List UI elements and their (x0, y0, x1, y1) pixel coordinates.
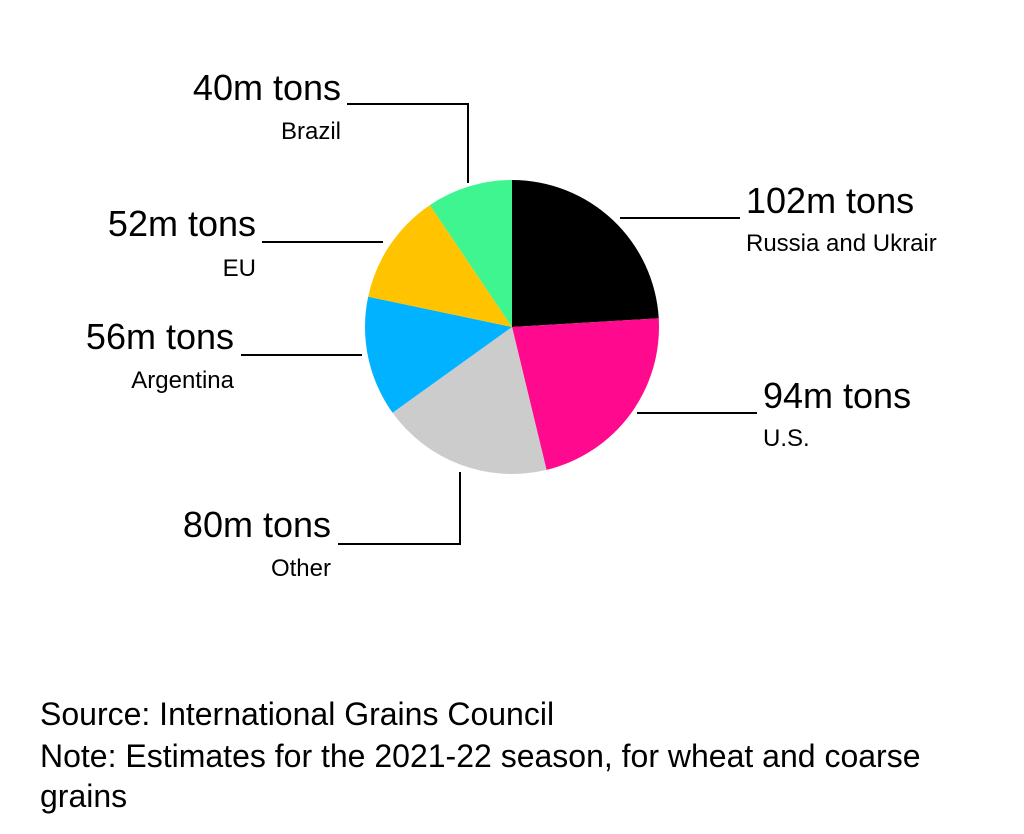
category-label-u-s-: U.S. (763, 425, 810, 452)
pie-slice-brazil (429, 180, 512, 327)
category-label-brazil: Brazil (281, 118, 341, 145)
value-label-u-s-: 94m tons (763, 375, 911, 416)
category-label-argentina: Argentina (131, 367, 234, 394)
pie-slice-russia-and-ukrair (512, 180, 659, 327)
footnote: Note: Estimates for the 2021-22 season, … (40, 738, 921, 814)
value-label-argentina: 56m tons (86, 316, 234, 357)
value-label-brazil: 40m tons (193, 67, 341, 108)
pie-slice-eu (368, 205, 512, 327)
source-note: Source: International Grains Council (40, 696, 555, 732)
value-label-other: 80m tons (183, 504, 331, 545)
leader-line-brazil (347, 103, 469, 183)
pie-slice-other (392, 327, 547, 474)
value-label-russia-and-ukrair: 102m tons (746, 180, 914, 221)
category-label-eu: EU (223, 255, 256, 282)
category-label-other: Other (271, 555, 331, 582)
pie-slice-u-s- (512, 318, 659, 470)
leader-line-other (338, 472, 461, 545)
pie-slice-argentina (365, 296, 512, 413)
category-label-russia-and-ukrair: Russia and Ukrair (746, 230, 937, 257)
value-label-eu: 52m tons (108, 203, 256, 244)
